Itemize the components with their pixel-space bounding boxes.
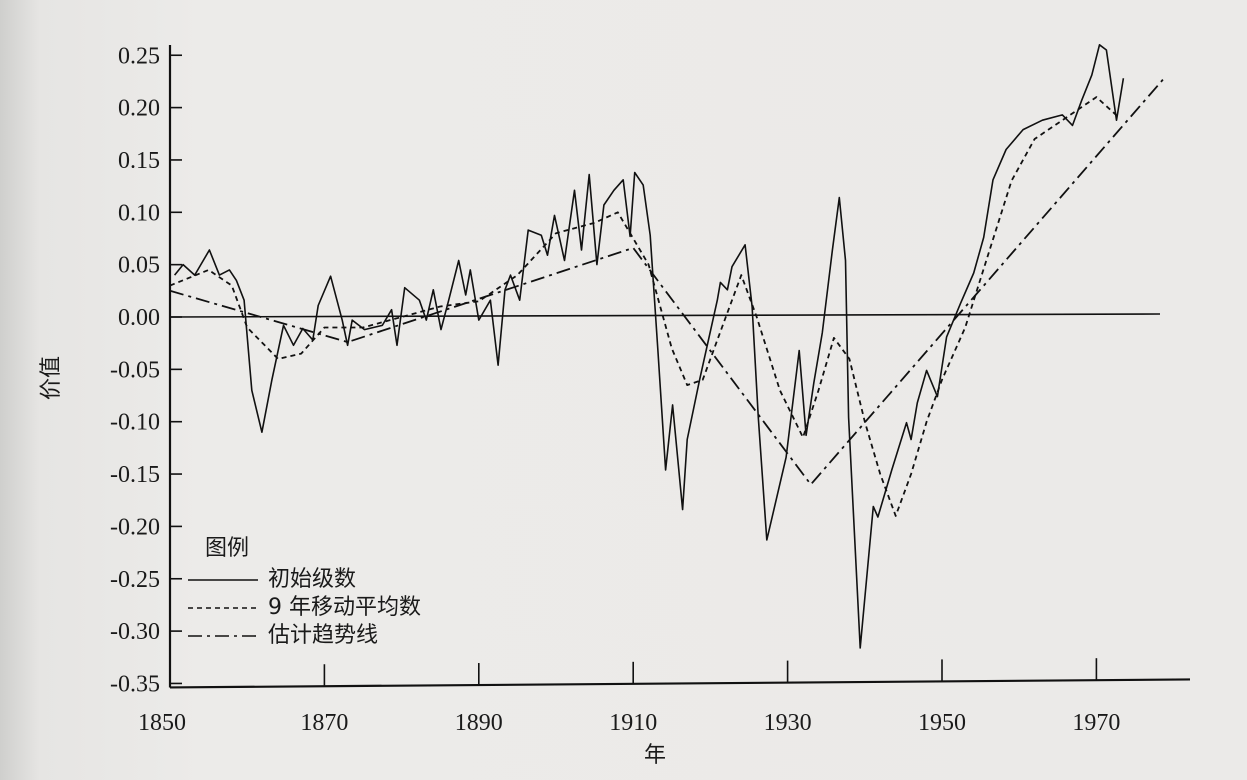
y-tick-label: 0.10 <box>118 200 160 226</box>
y-tick-label: -0.05 <box>110 357 160 383</box>
x-tick-label: 1890 <box>455 710 503 736</box>
axes: 0.25 0.20 0.15 0.10 0.05 0.00 -0.05 -0.10 -0.15 -… <box>110 43 1191 736</box>
x-axis-line <box>169 678 1191 689</box>
zero-line <box>169 313 1161 318</box>
legend-entry-trend: 估计趋势线 <box>268 623 378 648</box>
moving-average-line <box>169 96 1121 517</box>
x-tick-label: 1850 <box>138 710 186 736</box>
x-tick-label: 1950 <box>918 710 966 736</box>
series-group <box>169 44 1167 649</box>
y-tick-label: -0.35 <box>110 671 160 697</box>
y-tick-label: 0.20 <box>118 96 160 122</box>
x-tick-label: 1910 <box>609 710 657 736</box>
y-tick-label: 0.15 <box>118 148 160 174</box>
y-tick-label: -0.10 <box>110 410 160 436</box>
y-tick-label: 0.05 <box>118 253 160 279</box>
y-tick-label: -0.25 <box>110 567 160 593</box>
y-tick-label: -0.20 <box>110 514 160 540</box>
x-tick-label: 1870 <box>300 710 348 736</box>
x-tick-label: 1970 <box>1072 710 1120 736</box>
y-tick-label: -0.30 <box>110 619 160 645</box>
y-tick-label: 0.25 <box>118 43 160 69</box>
legend-entry-moving-average: 9 年移动平均数 <box>268 595 421 620</box>
legend-entry-raw: 初始级数 <box>268 567 356 592</box>
legend-title: 图例 <box>205 536 249 561</box>
x-axis-title: 年 <box>644 743 666 768</box>
y-tick-label: 0.00 <box>118 305 160 331</box>
y-axis-title: 价值 <box>39 356 64 400</box>
raw-series-line <box>173 44 1125 649</box>
x-tick-label: 1930 <box>764 710 812 736</box>
legend: 图例 初始级数 9 年移动平均数 估计趋势线 <box>188 536 421 648</box>
y-tick-label: -0.15 <box>110 462 160 488</box>
